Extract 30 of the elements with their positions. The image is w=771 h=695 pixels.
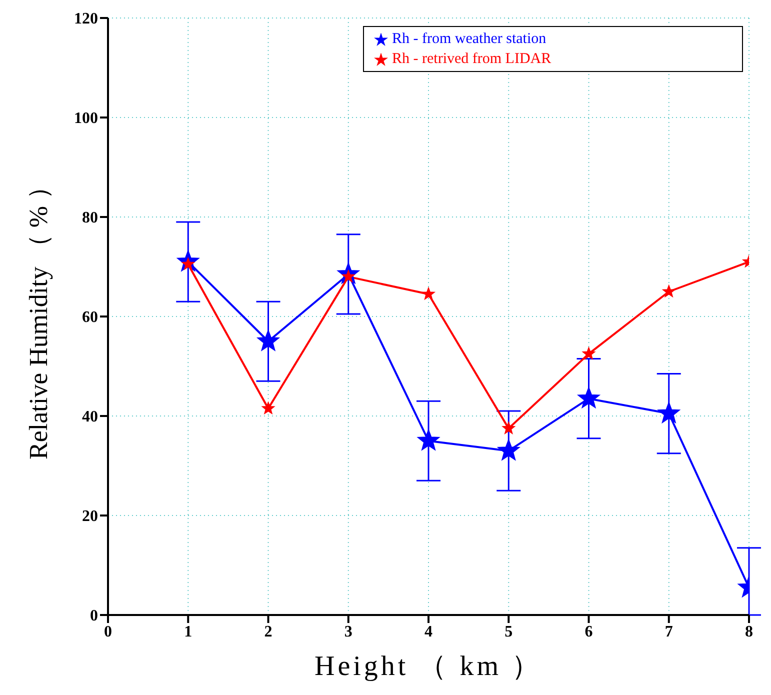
point xyxy=(658,402,680,423)
x-tick-label: 1 xyxy=(184,623,192,640)
point xyxy=(422,288,435,300)
point xyxy=(257,330,280,351)
x-tick-label: 7 xyxy=(664,623,673,640)
x-tick-label: 4 xyxy=(424,623,432,640)
point xyxy=(578,387,600,408)
point xyxy=(262,402,274,414)
point xyxy=(582,347,595,360)
y-tick-label: 20 xyxy=(82,508,98,526)
x-axis-title: Height （ km ） xyxy=(314,651,542,682)
x-tick-label: 3 xyxy=(344,623,352,640)
point xyxy=(502,422,515,434)
point xyxy=(662,285,676,297)
legend-label: Rh - retrived from LIDAR xyxy=(392,51,552,67)
x-tick-label: 5 xyxy=(504,623,513,640)
y-tick-label: 60 xyxy=(82,309,98,326)
x-tick-label: 8 xyxy=(745,623,753,640)
y-tick-label: 0 xyxy=(90,608,98,625)
y-tick-label: 120 xyxy=(74,10,98,28)
point xyxy=(418,429,440,450)
y-tick-label: 100 xyxy=(74,110,98,128)
legend-label: Rh - from weather station xyxy=(392,31,546,47)
point xyxy=(498,439,520,460)
y-tick-label: 40 xyxy=(82,408,98,426)
x-tick-label: 2 xyxy=(264,623,272,640)
y-axis-title: Relative Humidity （ % ） xyxy=(24,174,54,460)
x-tick-label: 0 xyxy=(104,623,112,640)
y-tick-label: 80 xyxy=(82,210,98,227)
x-tick-label: 6 xyxy=(584,623,593,640)
